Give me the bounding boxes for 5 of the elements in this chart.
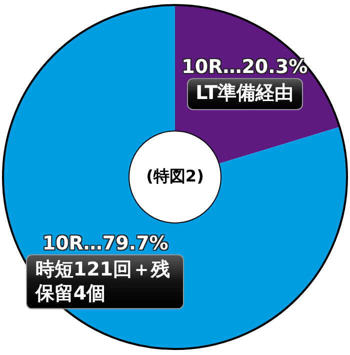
data-label: 10R…79.7%: [42, 232, 168, 254]
data-label: 10R…20.3%: [182, 56, 308, 78]
text: (特図2): [146, 166, 204, 188]
slice-label: 時短121回＋残保留4個: [26, 254, 184, 310]
slice-label: LT準備経由: [186, 78, 303, 110]
